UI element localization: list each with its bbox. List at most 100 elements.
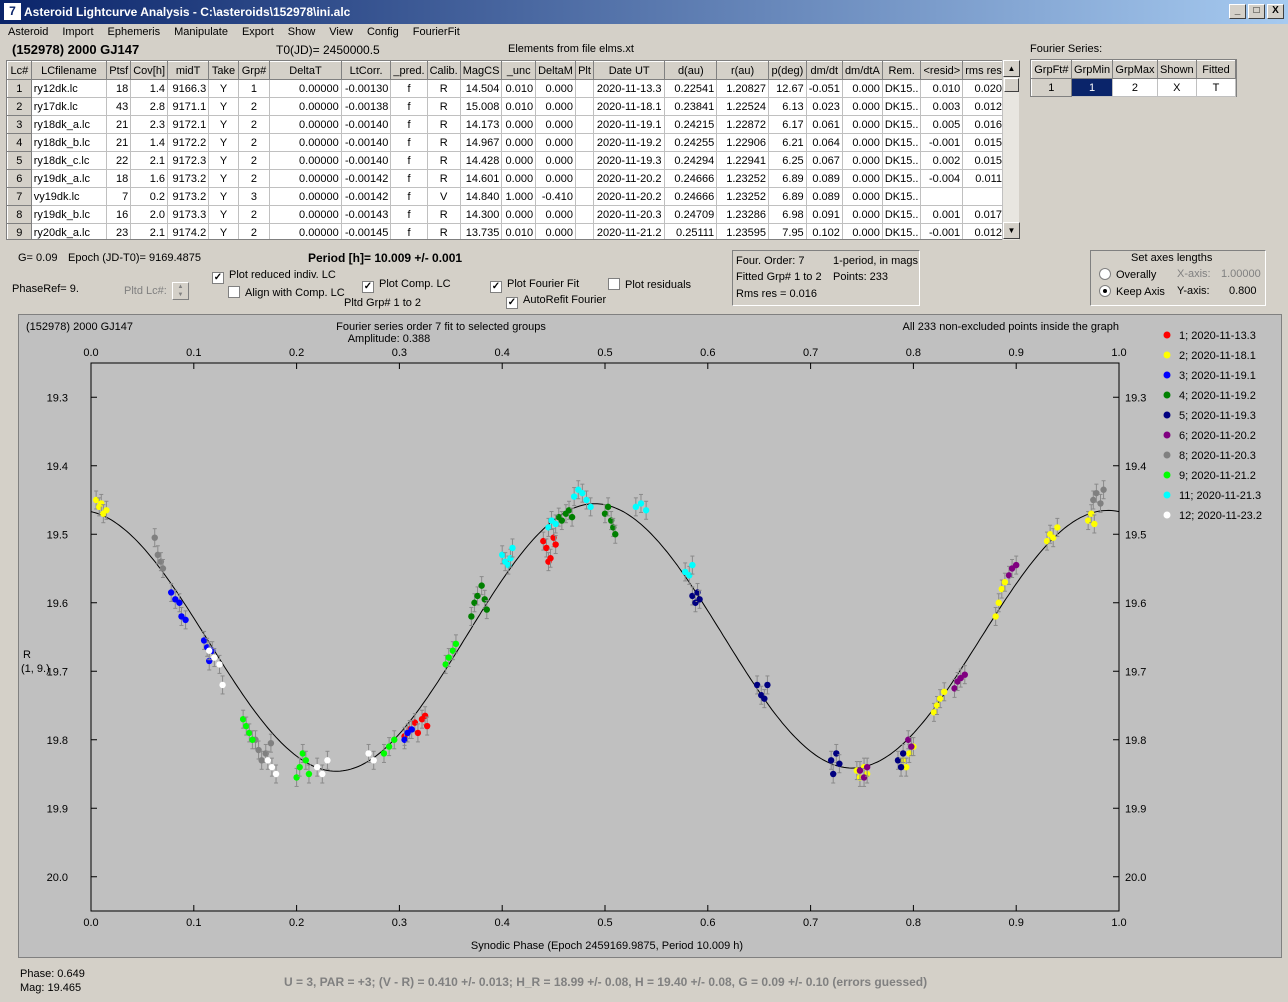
table-cell[interactable]: 0.002: [920, 151, 964, 170]
table-cell[interactable]: Y: [208, 187, 239, 206]
table-cell[interactable]: Y: [208, 97, 239, 116]
table-cell[interactable]: ry19dk_a.lc: [30, 169, 108, 188]
table-cell[interactable]: 0.102: [805, 223, 843, 239]
table-cell[interactable]: Y: [208, 205, 239, 224]
table-cell[interactable]: -0.00140: [340, 151, 392, 170]
table-cell[interactable]: f: [390, 187, 428, 206]
table-cell[interactable]: 0.2: [130, 187, 168, 206]
column-header[interactable]: dm/dt: [805, 61, 843, 80]
table-cell[interactable]: 2: [237, 97, 271, 116]
table-cell[interactable]: -0.410: [535, 187, 577, 206]
table-cell[interactable]: 0.005: [920, 115, 964, 134]
fourier-cell[interactable]: 2: [1112, 78, 1158, 97]
table-cell[interactable]: -0.00142: [340, 169, 392, 188]
table-row[interactable]: 2 ry17dk.lc 43 2.8 9171.1 Y 2 0.00000 -0.00138 f R…: [7, 97, 1005, 116]
column-header[interactable]: r(au): [716, 61, 769, 80]
table-cell[interactable]: 0.000: [535, 79, 577, 98]
maximize-button[interactable]: □: [1248, 4, 1265, 19]
app-icon[interactable]: 7: [4, 3, 21, 20]
table-cell[interactable]: DK15..: [881, 133, 922, 152]
column-header[interactable]: _pred.: [390, 61, 428, 80]
table-cell[interactable]: 14.173: [459, 115, 503, 134]
table-cell[interactable]: 1.4: [130, 133, 168, 152]
table-cell[interactable]: 6.17: [767, 115, 807, 134]
fourier-column-header[interactable]: GrpFt#: [1031, 60, 1072, 79]
table-cell[interactable]: 2020-11-20.3: [592, 205, 666, 224]
column-header[interactable]: midT: [166, 61, 210, 80]
table-cell[interactable]: -0.00140: [340, 115, 392, 134]
column-header[interactable]: p(deg): [767, 61, 807, 80]
table-cell[interactable]: ry17dk.lc: [30, 97, 108, 116]
table-cell[interactable]: 9173.2: [166, 169, 210, 188]
table-cell[interactable]: R: [426, 79, 461, 98]
table-cell[interactable]: [575, 151, 594, 170]
table-cell[interactable]: 0.016: [962, 115, 1005, 134]
table-cell[interactable]: f: [390, 169, 428, 188]
lightcurve-plot[interactable]: (152978) 2000 GJ147 Fourier series order…: [19, 315, 1281, 957]
table-cell[interactable]: 0.23841: [664, 97, 718, 116]
column-header[interactable]: Cov[h]: [130, 61, 168, 80]
table-cell[interactable]: 0.00000: [269, 133, 342, 152]
fourier-cell[interactable]: T: [1196, 78, 1236, 97]
table-cell[interactable]: 2: [237, 205, 271, 224]
table-cell[interactable]: 9174.2: [166, 223, 210, 239]
table-cell[interactable]: V: [426, 187, 461, 206]
table-cell[interactable]: DK15..: [881, 151, 922, 170]
table-cell[interactable]: 0.000: [535, 223, 577, 239]
table-cell[interactable]: 7.95: [767, 223, 807, 239]
column-header[interactable]: MagCS: [459, 61, 503, 80]
menu-import[interactable]: Import: [62, 26, 94, 38]
table-cell[interactable]: 14.840: [459, 187, 503, 206]
table-cell[interactable]: [920, 187, 964, 206]
row-header[interactable]: 3: [7, 115, 32, 134]
table-row[interactable]: 3 ry18dk_a.lc 21 2.3 9172.1 Y 2 0.00000 -0.00140…: [7, 115, 1005, 134]
table-cell[interactable]: [575, 97, 594, 116]
table-cell[interactable]: 0.000: [841, 151, 883, 170]
table-cell[interactable]: 0.000: [501, 133, 537, 152]
table-cell[interactable]: 23: [106, 223, 132, 239]
table-cell[interactable]: 0.000: [501, 115, 537, 134]
column-header[interactable]: Take: [208, 61, 239, 80]
table-cell[interactable]: 0.00000: [269, 205, 342, 224]
table-cell[interactable]: 0.00000: [269, 187, 342, 206]
table-cell[interactable]: 0.000: [841, 169, 883, 188]
table-cell[interactable]: 1: [237, 79, 271, 98]
table-cell[interactable]: 0.00000: [269, 97, 342, 116]
menu-config[interactable]: Config: [366, 26, 399, 38]
menu-ephemeris[interactable]: Ephemeris: [107, 26, 161, 38]
menu-show[interactable]: Show: [287, 26, 316, 38]
table-cell[interactable]: 6.25: [767, 151, 807, 170]
table-cell[interactable]: f: [390, 205, 428, 224]
table-cell[interactable]: 0.000: [841, 133, 883, 152]
table-cell[interactable]: 0.010: [920, 79, 964, 98]
table-cell[interactable]: 0.000: [841, 79, 883, 98]
table-cell[interactable]: 0.061: [805, 115, 843, 134]
table-cell[interactable]: 0.000: [841, 187, 883, 206]
scroll-up-icon[interactable]: ▲: [1003, 60, 1020, 77]
table-cell[interactable]: [575, 223, 594, 239]
plot-residuals-checkbox[interactable]: Plot residuals: [608, 278, 691, 291]
table-cell[interactable]: 0.000: [535, 97, 577, 116]
table-cell[interactable]: 1.23595: [716, 223, 769, 239]
scroll-thumb[interactable]: [1004, 78, 1019, 92]
xaxis-value[interactable]: 1.00000: [1221, 268, 1261, 280]
table-cell[interactable]: f: [390, 133, 428, 152]
table-cell[interactable]: 9166.3: [166, 79, 210, 98]
scroll-down-icon[interactable]: ▼: [1003, 222, 1020, 239]
table-cell[interactable]: 1.22906: [716, 133, 769, 152]
table-cell[interactable]: f: [390, 97, 428, 116]
table-cell[interactable]: Y: [208, 169, 239, 188]
menu-manipulate[interactable]: Manipulate: [174, 26, 228, 38]
table-cell[interactable]: 18: [106, 79, 132, 98]
column-header[interactable]: DeltaM: [535, 61, 577, 80]
table-cell[interactable]: ry18dk_c.lc: [30, 151, 108, 170]
lightcurve-table-scrollbar[interactable]: ▲ ▼: [1002, 60, 1020, 240]
row-header[interactable]: 1: [7, 79, 32, 98]
table-cell[interactable]: 0.010: [501, 97, 537, 116]
column-header[interactable]: Grp#: [237, 61, 271, 80]
table-cell[interactable]: 2020-11-20.2: [592, 169, 666, 188]
table-cell[interactable]: 0.00000: [269, 115, 342, 134]
table-cell[interactable]: -0.00130: [340, 79, 392, 98]
table-cell[interactable]: -0.00143: [340, 205, 392, 224]
